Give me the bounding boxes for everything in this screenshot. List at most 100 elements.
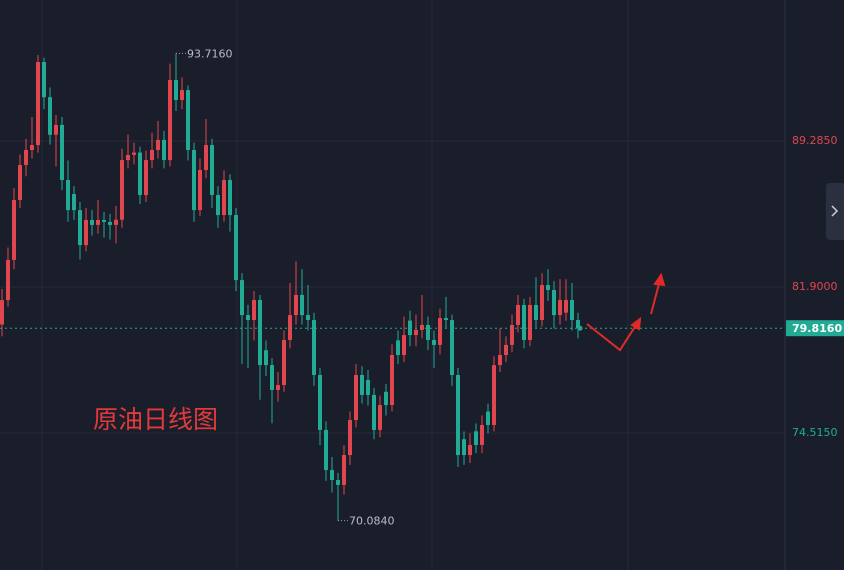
candle-body [120,160,124,220]
candle-body [186,90,190,150]
candle-body [150,149,154,161]
candle-body [114,219,118,225]
candle-body [48,97,52,135]
candle-body [492,365,496,425]
arrow-head [630,316,642,331]
last-price-dot [577,325,583,331]
candle-body [216,195,220,216]
chevron-icon [831,205,839,217]
candle-body [258,300,262,366]
candle-body [486,411,490,425]
candle-body [480,424,484,445]
candle-body [12,200,16,260]
candle-body [198,169,202,211]
arrow-path [650,279,661,315]
candle-body [276,385,280,391]
candle-body [564,300,568,313]
candle-body [288,315,292,340]
candle-body [300,294,304,316]
candle-body [438,318,442,345]
candle-body [426,324,430,340]
candle-body [96,219,100,225]
candle-body [222,180,226,216]
candle-body [432,339,436,345]
candle-body [270,365,274,391]
candle-body [444,318,448,321]
candle-body [462,439,466,456]
candle-body [162,139,166,161]
candle-body [576,320,580,329]
candle-body [180,90,184,100]
candle-body [294,294,298,316]
last-price-label: 79.8160 [792,322,842,335]
candle-body [528,304,532,340]
candle-body [324,429,328,471]
candle-body [384,391,388,406]
candle-body [246,315,250,321]
candle-body [240,280,244,316]
candle-body [504,344,508,356]
candle-body [168,80,172,161]
candle-body [72,194,76,211]
candle-body [342,455,346,485]
candle-body [558,300,562,316]
candle-body [546,285,550,290]
candle-body [156,139,160,150]
candle-body [402,335,406,356]
y-tick-label: 96.6700 [792,0,838,1]
candle-body [192,149,196,211]
candle-body [6,259,10,301]
candle-body [330,470,334,480]
candle-body [0,300,4,325]
annotation-label: 70.0840 [349,515,395,528]
candle-body [414,329,418,336]
candle-body [54,124,58,135]
candle-body [468,444,472,456]
candle-body [306,315,310,321]
candle-body [36,62,40,146]
candle-body [312,320,316,375]
annotation-label: 93.7160 [187,47,233,60]
candle-body [456,374,460,456]
candle-body [354,374,358,421]
candle-body [60,124,64,181]
candle-body [366,379,370,395]
candle-body [210,145,214,196]
candle-body [450,320,454,375]
candle-body [234,215,238,281]
candle-body [66,180,70,211]
vertical-grid [41,0,629,570]
candle-body [30,145,34,150]
candle-body [144,160,148,196]
candle-body [516,304,520,325]
candle-body [24,149,28,166]
candle-body [102,219,106,222]
arrow-path [586,321,639,352]
side-tab[interactable] [826,183,844,240]
candle-body [348,420,352,456]
candle-body [252,300,256,321]
candle-body [318,374,322,430]
candle-body [510,324,514,345]
candle-body [534,304,538,321]
candle-body [336,479,340,485]
candle-body [18,165,22,201]
candle-body [378,405,382,430]
candle-body [42,62,46,98]
candle-body [552,289,556,316]
candle-body [132,152,136,155]
candle-body [204,145,208,170]
candle-body [372,394,376,430]
candle-body [522,304,526,340]
candle-body [570,300,574,321]
last-price-tag [786,320,844,337]
candle-body [78,210,82,246]
candle-body [90,219,94,225]
candle-body [108,221,112,225]
chart-title: 原油日线图 [93,405,218,434]
tab-button[interactable] [826,183,844,240]
candle-body [174,80,178,100]
candle-body [420,324,424,330]
